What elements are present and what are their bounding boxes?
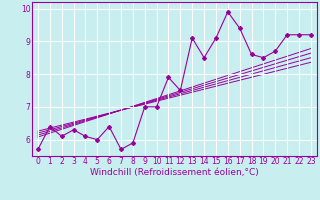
X-axis label: Windchill (Refroidissement éolien,°C): Windchill (Refroidissement éolien,°C)	[90, 168, 259, 177]
